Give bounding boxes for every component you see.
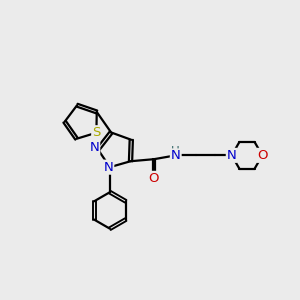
- Text: H: H: [171, 145, 180, 158]
- Text: N: N: [171, 149, 181, 162]
- Text: N: N: [227, 149, 237, 162]
- Text: N: N: [103, 161, 113, 174]
- Text: N: N: [89, 141, 99, 154]
- Text: O: O: [257, 149, 268, 162]
- Text: S: S: [92, 126, 100, 139]
- Text: O: O: [149, 172, 159, 185]
